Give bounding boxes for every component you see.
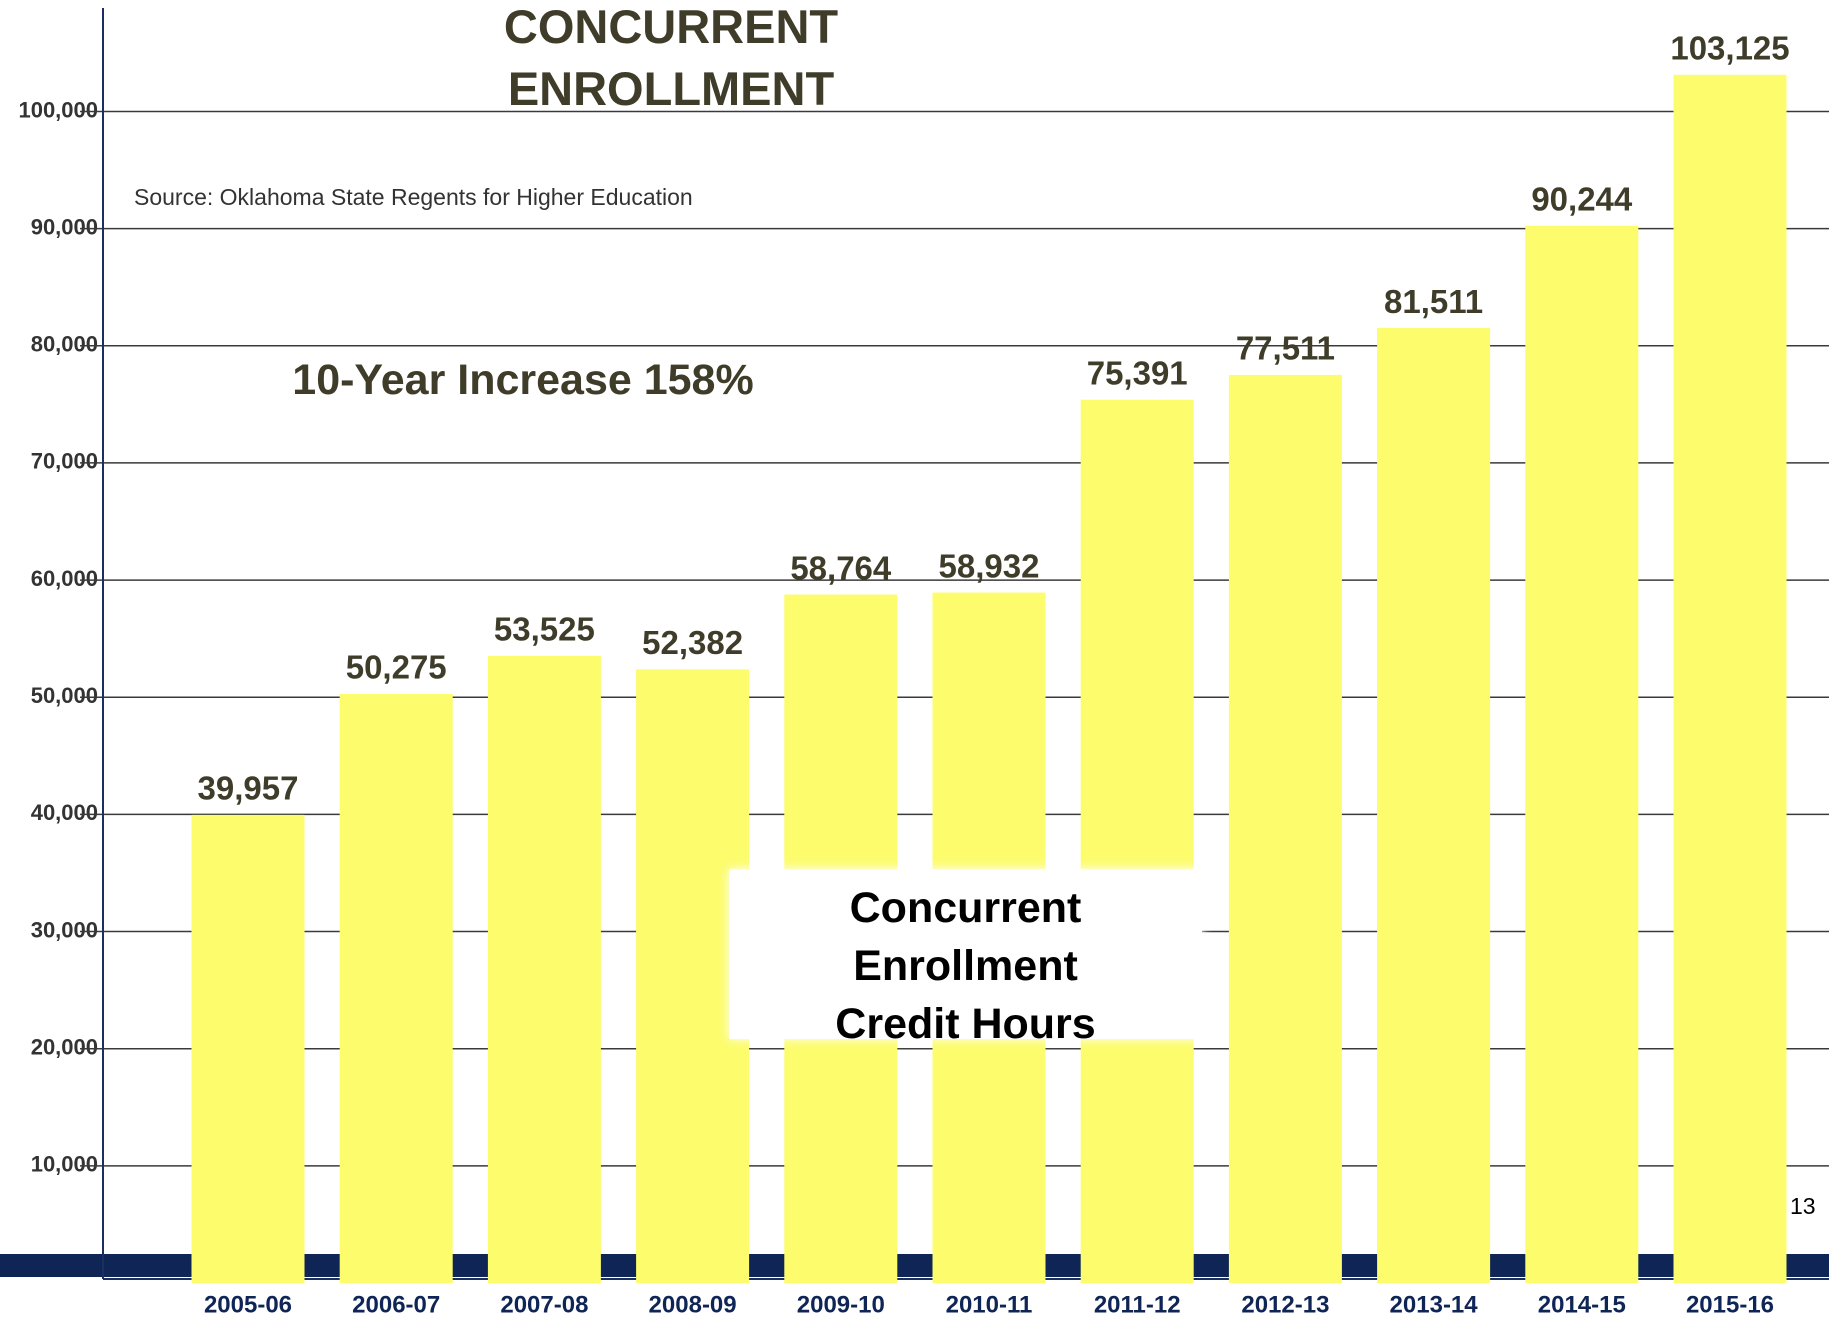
data-label: 90,244 <box>1531 180 1633 217</box>
y-tick-label: 50,000 <box>31 683 98 708</box>
x-tick-label: 2006-07 <box>352 1291 440 1318</box>
data-label: 58,932 <box>939 547 1040 584</box>
data-label: 53,525 <box>494 611 595 648</box>
y-tick-label: 30,000 <box>31 917 98 942</box>
y-tick-label: 80,000 <box>31 332 98 357</box>
data-label: 58,764 <box>790 549 892 586</box>
bar <box>1377 328 1491 1283</box>
x-tick-label: 2007-08 <box>500 1291 588 1318</box>
y-tick-label: 10,000 <box>31 1152 98 1177</box>
bar <box>487 655 601 1283</box>
bar <box>1228 374 1342 1283</box>
x-tick-label: 2014-15 <box>1538 1291 1626 1318</box>
bar <box>191 814 305 1283</box>
x-tick-label: 2005-06 <box>204 1291 292 1318</box>
x-tick-label: 2012-13 <box>1241 1291 1329 1318</box>
bottom-band <box>0 1254 1829 1277</box>
x-tick-label: 2009-10 <box>797 1291 885 1318</box>
y-tick-label: 70,000 <box>31 449 98 474</box>
x-tick-label: 2010-11 <box>946 1291 1033 1318</box>
y-tick-label: 100,000 <box>18 97 98 122</box>
data-label: 103,125 <box>1670 30 1789 67</box>
bar <box>1525 225 1639 1283</box>
bar <box>1080 399 1194 1283</box>
data-label: 81,511 <box>1384 283 1483 320</box>
data-label: 39,957 <box>198 770 299 807</box>
series-annotation: Concurrent Enrollment Credit Hours <box>729 869 1202 1048</box>
y-tick-label: 90,000 <box>31 214 98 239</box>
data-label: 50,275 <box>346 649 447 686</box>
x-tick-label: 2015-16 <box>1686 1291 1774 1318</box>
y-tick-label: 60,000 <box>31 566 98 591</box>
x-tick-label: 2013-14 <box>1390 1291 1479 1318</box>
page-number: 13 <box>1790 1193 1816 1219</box>
data-label: 77,511 <box>1236 330 1335 367</box>
increase-annotation: 10-Year Increase 158% <box>273 350 773 460</box>
bar <box>339 693 453 1283</box>
x-tick-label: 2011-12 <box>1094 1291 1181 1318</box>
x-tick-label: 2008-09 <box>649 1291 737 1318</box>
y-tick-label: 40,000 <box>31 800 98 825</box>
data-label: 75,391 <box>1087 354 1188 391</box>
data-label: 52,382 <box>642 624 743 661</box>
subtitle: Source: Oklahoma State Regents for Highe… <box>134 184 693 210</box>
chart-title: CONCURRENT ENROLLMENT <box>503 0 839 115</box>
bar <box>1673 74 1787 1284</box>
y-tick-label: 20,000 <box>31 1035 98 1060</box>
